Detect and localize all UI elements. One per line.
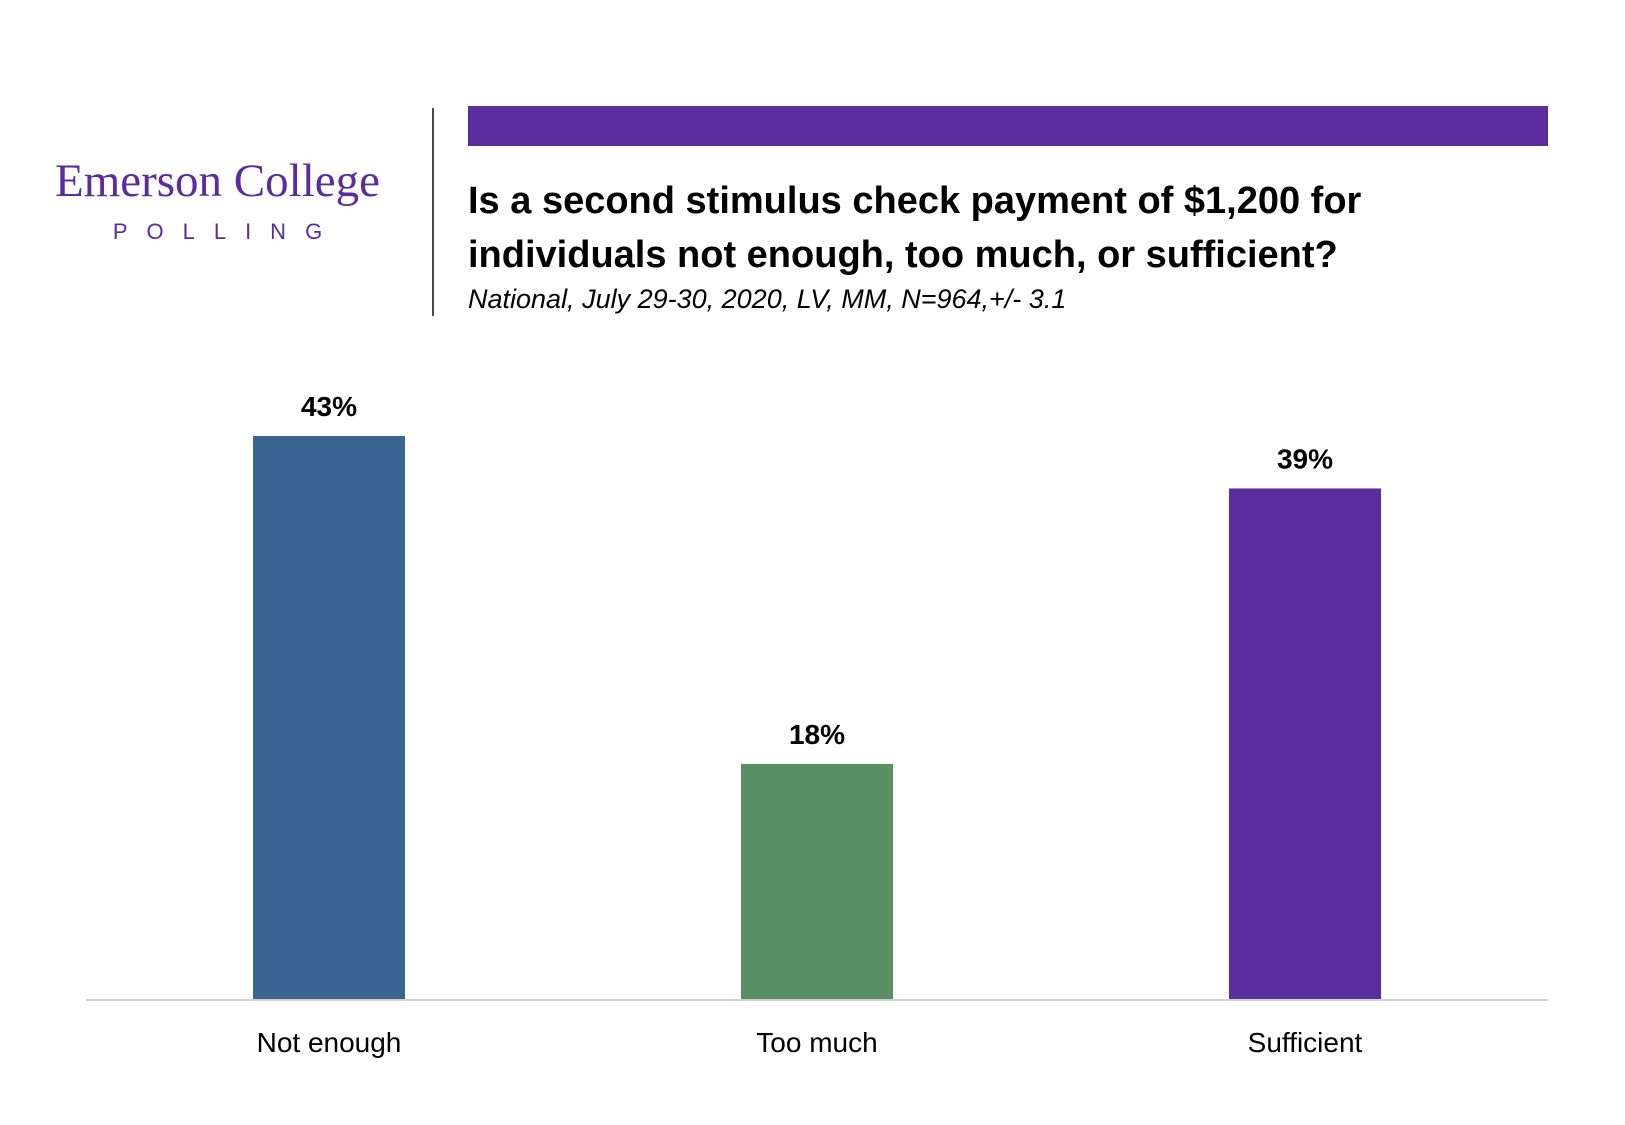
category-label: Too much [756, 1027, 877, 1058]
header-accent-bar [468, 106, 1548, 146]
data-label: 43% [301, 391, 357, 422]
brand-sub: POLLING [112, 219, 342, 244]
category-label: Sufficient [1248, 1027, 1363, 1058]
bar-not-enough [253, 436, 405, 1000]
data-label: 39% [1277, 443, 1333, 474]
brand-name: Emerson College [54, 155, 380, 207]
category-label: Not enough [257, 1027, 402, 1058]
chart-title: Is a second stimulus check payment of $1… [468, 180, 1362, 276]
chart-subtitle: National, July 29-30, 2020, LV, MM, N=96… [468, 284, 1067, 314]
bar-too-much [741, 763, 893, 1000]
brand-logo: Emerson College POLLING [30, 158, 405, 245]
data-label: 18% [789, 719, 845, 750]
header-divider [432, 108, 434, 316]
bar-sufficient [1229, 488, 1381, 1000]
